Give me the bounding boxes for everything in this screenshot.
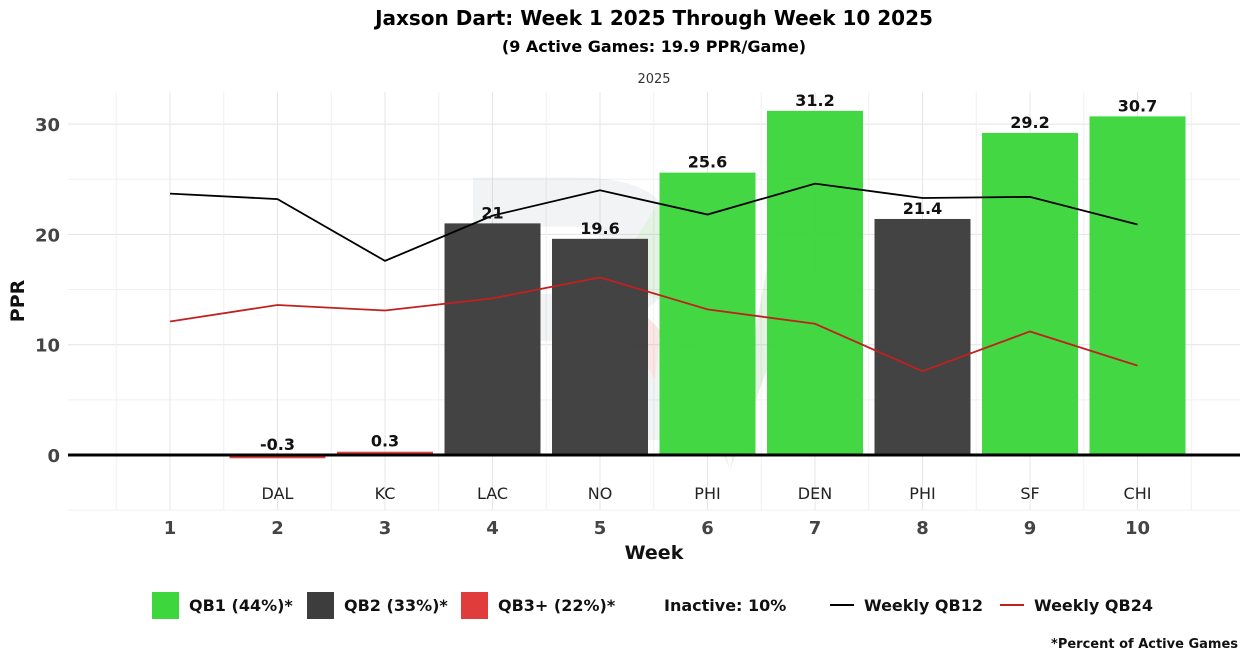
opponent-labels: DAL KC LAC NO PHI DEN PHI SF CHI <box>262 484 1152 503</box>
legend-item: Inactive: 10% <box>664 596 786 615</box>
x-tick-label: 8 <box>916 518 929 539</box>
bar-labels: -0.3 0.3 21 19.6 25.6 31.2 21.4 29.2 30.7 <box>260 91 1157 454</box>
bar-value-label: 19.6 <box>580 219 619 238</box>
bar-value-label: 31.2 <box>795 91 834 110</box>
legend-swatch <box>152 592 179 619</box>
bar-value-label: 21 <box>481 203 503 222</box>
y-axis-label: PPR <box>7 279 29 322</box>
series-line-weekly-qb12 <box>169 182 1138 262</box>
y-tick-label: 0 <box>47 446 60 467</box>
series-lines <box>169 182 1138 373</box>
x-tick-label: 5 <box>594 518 607 539</box>
y-axis: 0 10 20 30 <box>35 115 60 467</box>
opponent-label: DEN <box>798 484 832 503</box>
bar-week-4 <box>444 223 541 455</box>
legend-label: QB2 (33%)* <box>344 596 448 615</box>
facet-label: 2025 <box>637 72 670 87</box>
legend-item: QB1 (44%)* <box>152 592 293 619</box>
bar-week-8 <box>874 218 971 455</box>
bar-week-5 <box>552 238 648 455</box>
x-tick-label: 6 <box>701 518 714 539</box>
bar-value-label: 0.3 <box>371 432 399 451</box>
legend-item: QB3+ (22%)* <box>461 592 616 619</box>
bar-week-2 <box>229 455 326 459</box>
legend-label: Weekly QB12 <box>864 596 983 615</box>
x-tick-label: 3 <box>379 518 392 539</box>
x-tick-label: 1 <box>164 518 177 539</box>
bar-value-label: 25.6 <box>688 153 727 172</box>
legend-label: Inactive: 10% <box>664 596 786 615</box>
legend-label: QB1 (44%)* <box>189 596 293 615</box>
legend-swatch <box>307 592 334 619</box>
x-tick-label: 2 <box>271 518 284 539</box>
series-line-weekly-qb24 <box>169 276 1138 373</box>
opponent-label: SF <box>1020 484 1039 503</box>
legend-label: Weekly QB24 <box>1034 596 1153 615</box>
opponent-label: NO <box>588 484 613 503</box>
legend-item: Weekly QB12 <box>830 596 983 615</box>
x-tick-label: 9 <box>1024 518 1037 539</box>
legend: QB1 (44%)* QB2 (33%)* QB3+ (22%)* Inactive:… <box>152 592 1153 619</box>
bar-week-3 <box>337 451 433 455</box>
chart-subtitle: (9 Active Games: 19.9 PPR/Game) <box>502 37 806 56</box>
x-tick-label: 4 <box>486 518 499 539</box>
chart-title: Jaxson Dart: Week 1 2025 Through Week 10… <box>373 6 933 30</box>
x-axis: 1 2 3 4 5 6 7 8 9 10 <box>164 518 1150 539</box>
x-tick-label: 10 <box>1125 518 1150 539</box>
x-axis-label: Week <box>625 542 684 564</box>
legend-footnote: *Percent of Active Games <box>1051 637 1238 652</box>
opponent-label: KC <box>375 484 396 503</box>
bar-week-7 <box>767 110 863 455</box>
legend-label: QB3+ (22%)* <box>498 596 616 615</box>
opponent-label: PHI <box>909 484 935 503</box>
bar-week-10 <box>1089 116 1186 455</box>
bar-value-label: 29.2 <box>1010 113 1049 132</box>
y-tick-label: 10 <box>35 336 60 357</box>
legend-item: Weekly QB24 <box>1000 596 1153 615</box>
bar-week-9 <box>982 132 1078 455</box>
legend-swatch <box>461 592 488 619</box>
opponent-label: LAC <box>477 484 508 503</box>
y-tick-label: 30 <box>35 115 60 136</box>
bar-value-label: 21.4 <box>903 199 942 218</box>
opponent-label: PHI <box>694 484 720 503</box>
x-tick-label: 7 <box>809 518 822 539</box>
bar-value-label: -0.3 <box>260 435 295 454</box>
opponent-label: CHI <box>1124 484 1152 503</box>
y-tick-label: 20 <box>35 225 60 246</box>
opponent-label: DAL <box>262 484 294 503</box>
bars <box>229 110 1186 459</box>
bar-value-label: 30.7 <box>1118 96 1157 115</box>
legend-item: QB2 (33%)* <box>307 592 448 619</box>
